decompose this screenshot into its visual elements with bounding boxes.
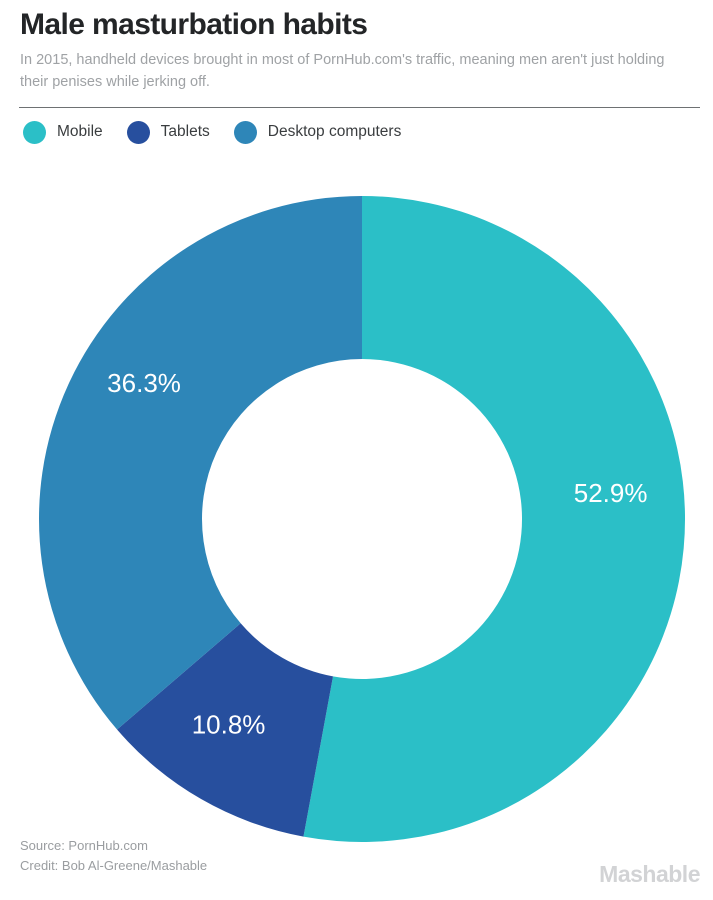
source-line: Source: PornHub.com bbox=[20, 838, 148, 853]
slice-label-desktop-computers: 36.3% bbox=[107, 368, 181, 398]
legend-label: Mobile bbox=[57, 123, 103, 141]
page-subtitle: In 2015, handheld devices brought in mos… bbox=[20, 52, 665, 91]
footer: Source: PornHub.com Credit: Bob Al-Green… bbox=[20, 836, 207, 876]
slice-mobile bbox=[303, 195, 686, 842]
credit-line: Credit: Bob Al-Greene/Mashable bbox=[20, 858, 208, 873]
legend-label: Desktop computers bbox=[267, 123, 402, 141]
slice-label-tablets: 10.8% bbox=[192, 709, 266, 739]
legend-swatch-icon bbox=[23, 120, 46, 144]
legend-item-mobile: Mobile bbox=[23, 120, 103, 144]
divider bbox=[19, 106, 700, 108]
legend-swatch-icon bbox=[126, 120, 150, 144]
legend-item-tablets: Tablets bbox=[126, 120, 210, 144]
header: Male masturbation habits In 2015, handhe… bbox=[0, 0, 713, 94]
legend-item-desktop-computers: Desktop computers bbox=[233, 120, 402, 144]
page-title: Male masturbation habits bbox=[20, 8, 368, 41]
donut-chart: 52.9% 10.8% 36.3% bbox=[0, 161, 713, 856]
legend: Mobile Tablets Desktop computers bbox=[23, 120, 713, 144]
slice-desktop-computers bbox=[39, 195, 363, 730]
donut-chart-svg: 52.9% 10.8% 36.3% bbox=[39, 195, 686, 842]
slice-tablets bbox=[117, 623, 334, 837]
mashable-logo: Mashable bbox=[599, 861, 700, 887]
legend-swatch-icon bbox=[233, 120, 257, 144]
legend-label: Tablets bbox=[160, 123, 210, 141]
slice-label-mobile: 52.9% bbox=[574, 478, 648, 508]
